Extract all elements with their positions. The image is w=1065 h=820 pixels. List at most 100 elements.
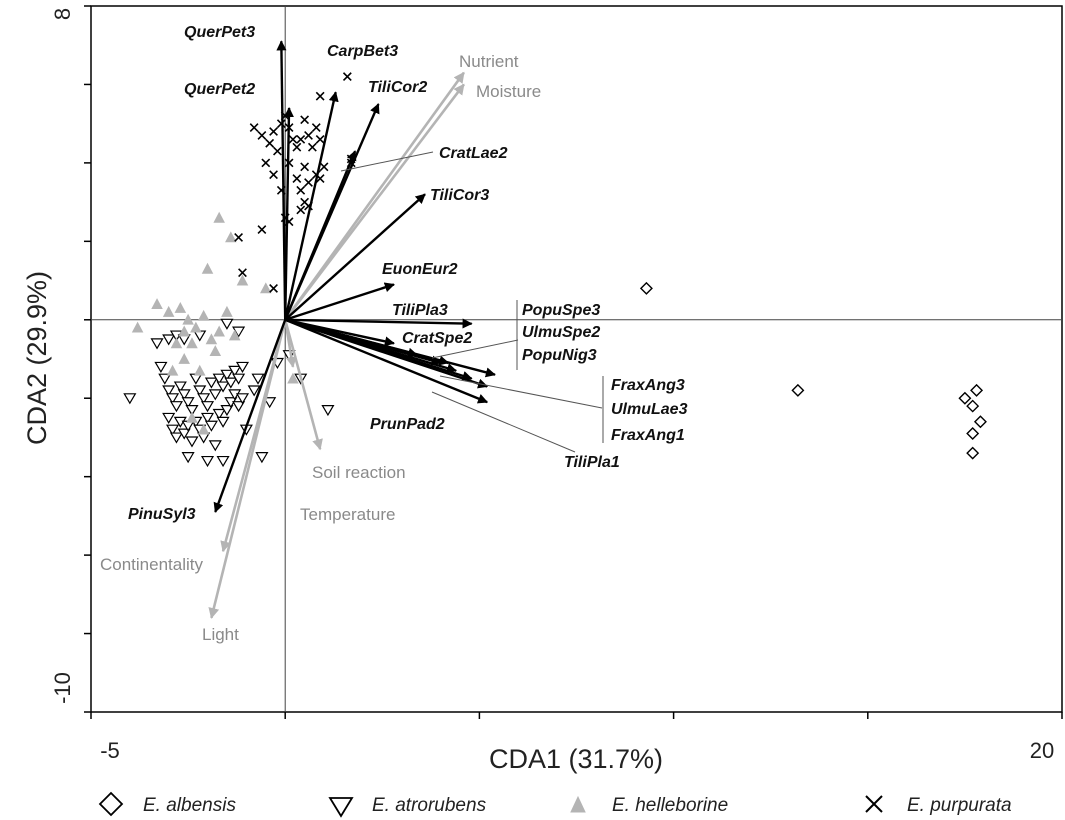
e-atrorubens-point [208,440,222,452]
e-purpurata-point [304,131,313,140]
plot-frame [90,5,1063,713]
e-purpurata-point [296,205,306,215]
y-tick-label-max: 8 [50,8,75,20]
e-atrorubens-point [181,452,195,464]
e-albensis-point [973,415,987,429]
species-label-leader [431,391,576,453]
e-atrorubens-point [232,401,246,413]
e-helleborine-point [178,325,190,337]
e-helleborine-point [213,211,225,223]
e-atrorubens-point [177,428,191,440]
e-helleborine-point [201,262,214,274]
e-atrorubens-point [228,365,242,377]
e-albensis-point [966,427,980,441]
e-purpurata-point [269,127,278,136]
legend-item-purpurata: E. purpurata [865,795,1012,816]
e-atrorubens-point [247,385,261,397]
species-vector-fraxang1 [284,318,489,389]
plot-area: QuerPet3 QuerPet2 CarpBet3 TiliCor2 CratLae2… [90,5,1063,713]
e-albensis-point [791,383,805,397]
e-atrorubens-point [255,452,269,464]
e-albensis-point [966,399,980,413]
species-label-cratlae2: CratLae2 [439,145,508,162]
e-atrorubens-point [200,455,215,468]
species-label-euoneur2: EuonEur2 [382,261,458,278]
e-helleborine-point [236,274,249,286]
e-purpurata-point [296,134,306,144]
env-label-nutrient: Nutrient [459,52,519,71]
e-atrorubens-point [235,393,250,405]
species-label-cratspe2: CratSpe2 [402,330,472,347]
e-atrorubens-point [162,412,176,424]
e-helleborine-point [190,321,202,333]
e-helleborine-point [287,372,299,384]
e-purpurata-point [319,162,329,172]
legend-item-helleborine: E. helleborine [570,795,728,816]
e-atrorubens-point [166,424,180,436]
axis-ticks [84,5,1063,719]
e-atrorubens-point [232,373,246,385]
e-purpurata-point [311,123,321,133]
legend-triangle-down-icon [328,797,354,818]
e-atrorubens-point [162,334,176,346]
e-atrorubens-point [197,393,211,405]
e-purpurata-point [257,225,267,234]
e-atrorubens-point [154,361,168,373]
e-atrorubens-point [204,377,218,389]
e-atrorubens-point [200,412,215,424]
e-atrorubens-point [193,385,207,397]
e-helleborine-point [197,423,210,435]
species-label-popuspe3: PopuSpe3 [522,302,600,319]
e-albensis-point [639,281,653,295]
e-helleborine-point [178,352,190,364]
e-purpurata-point [273,146,282,156]
x-tick-label-min: -5 [100,738,120,763]
e-purpurata-point [249,123,259,133]
species-label-prunpad2: PrunPad2 [370,416,445,433]
e-purpurata-point [292,142,302,152]
e-atrorubens-point [216,455,230,468]
species-label-querpet2: QuerPet2 [184,81,255,98]
species-label-leader [439,375,603,409]
species-label-popunig3: PopuNig3 [522,347,597,364]
env-vector-light [208,319,287,619]
e-atrorubens-point [169,432,183,444]
e-atrorubens-point [220,369,234,381]
species-label-ulmulae3: UlmuLae3 [611,401,688,418]
e-helleborine-point [213,325,225,337]
e-purpurata-point [304,178,313,187]
species-vector-euoneur2 [284,282,395,321]
species-label-pinusyl3: PinuSyl3 [128,506,196,523]
e-atrorubens-point [123,393,137,405]
e-helleborine-point [228,329,241,341]
env-vector-soil-reaction [283,319,323,451]
species-label-querpet3: QuerPet3 [184,24,255,41]
e-helleborine-point [131,321,144,333]
env-label-temperature: Temperature [300,505,395,524]
e-purpurata-point [315,91,325,101]
y-tick-label-min: -10 [50,672,75,704]
e-purpurata-point [288,134,298,144]
e-purpurata-point [269,170,278,180]
species-label-fraxang3: FraxAng3 [611,377,685,394]
e-atrorubens-point [185,404,199,417]
e-purpurata-point [269,283,278,293]
e-atrorubens-point [200,401,215,413]
species-label-ulmuspe2: UlmuSpe2 [522,324,600,341]
species-label-fraxang1: FraxAng1 [611,427,685,444]
species-vector-querpet2 [283,106,294,320]
e-helleborine-point [259,282,272,294]
e-purpurata-point [238,268,247,278]
e-atrorubens-point [208,389,222,401]
e-purpurata-point [315,134,325,144]
species-vector-tilipla1 [284,318,489,404]
species-vector-pinusyl3 [213,319,287,513]
e-atrorubens-point [158,373,172,385]
e-purpurata-point [234,232,244,242]
e-helleborine-point [182,313,194,325]
legend-diamond-icon [98,791,124,817]
e-purpurata-point [257,131,267,140]
e-purpurata-point [292,174,302,183]
species-vector-carpbet3 [284,91,339,321]
